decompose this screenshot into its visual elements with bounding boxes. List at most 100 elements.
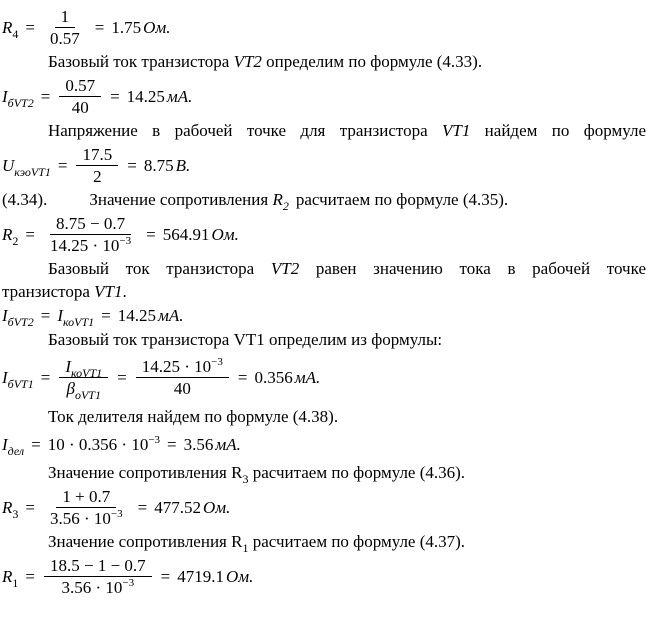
fraction-denominator: 40 bbox=[173, 379, 191, 398]
fraction-denominator: 3.56 · 10−3 bbox=[44, 508, 129, 529]
paragraph-text: Значение сопротивления bbox=[89, 190, 273, 209]
equals-sign: = bbox=[101, 306, 111, 325]
paragraph-text: равен значению тока в рабочей точке bbox=[299, 259, 646, 278]
variable-letter: U bbox=[2, 155, 15, 175]
result-value: 3.56 bbox=[183, 435, 214, 454]
variable-ib-vt1: IбVT1 bbox=[2, 367, 34, 391]
equals-sign: = bbox=[40, 86, 51, 106]
paragraph-resistance-r2: (4.34). Значение сопротивления R2 расчитае… bbox=[2, 189, 654, 212]
formula-ukeo-vt1: UкэоVT1 = 17.5 2 = 8.75 В. bbox=[2, 144, 654, 187]
fraction-denominator: βоVT1 bbox=[60, 378, 106, 402]
exponent: −3 bbox=[122, 577, 135, 589]
paragraph-resistance-r3: Значение сопротивления R3 расчитаем по ф… bbox=[2, 462, 654, 486]
variable-letter: R bbox=[2, 497, 13, 517]
variable-letter: I bbox=[65, 357, 71, 376]
unit-label: мА. bbox=[166, 86, 193, 106]
unit-label: мА. bbox=[215, 435, 241, 454]
formula-r3: R3 = 1 + 0.7 3.56 · 10−3 = 477.52 Ом. bbox=[2, 486, 654, 529]
variable-letter: R bbox=[2, 17, 13, 37]
equals-sign: = bbox=[167, 435, 177, 454]
equals-sign: = bbox=[25, 224, 35, 244]
equals-sign: = bbox=[40, 306, 51, 325]
exponent: −3 bbox=[148, 434, 161, 446]
transistor-label: VT1 bbox=[441, 121, 471, 140]
fraction: 18.5 − 1 − 0.7 3.56 · 10−3 bbox=[43, 555, 152, 598]
transistor-label: VT2 bbox=[233, 52, 262, 71]
variable-letter: I bbox=[2, 306, 8, 325]
paragraph-resistance-r1: Значение сопротивления R1 расчитаем по ф… bbox=[2, 531, 654, 555]
variable-ib-vt2: IбVT2 bbox=[2, 306, 34, 329]
equals-sign: = bbox=[237, 367, 248, 387]
fraction-denominator: 40 bbox=[71, 98, 89, 117]
equals-sign: = bbox=[25, 566, 35, 586]
variable-subscript: дел bbox=[7, 444, 25, 458]
fraction: 1 + 0.7 3.56 · 10−3 bbox=[44, 486, 129, 529]
fraction-numeric: 14.25 · 10−3 40 bbox=[135, 356, 229, 399]
fraction: 17.5 2 bbox=[76, 144, 119, 187]
equals-sign: = bbox=[40, 367, 51, 387]
variable-subscript: бVT1 bbox=[7, 376, 34, 391]
resistor-label: R bbox=[272, 190, 283, 209]
variable-r3: R3 bbox=[2, 497, 19, 521]
unit-label: мА. bbox=[294, 367, 321, 387]
variable-r2: R2 bbox=[2, 225, 19, 248]
variable-subscript: 2 bbox=[12, 233, 19, 248]
variable-subscript: оVT1 bbox=[74, 388, 101, 402]
unit-label: Ом. bbox=[202, 497, 231, 517]
exponent: −3 bbox=[119, 235, 132, 247]
variable-subscript: 4 bbox=[12, 26, 19, 41]
equals-sign: = bbox=[31, 435, 41, 454]
variable-subscript: бVT2 bbox=[7, 315, 34, 329]
exponent: −3 bbox=[211, 356, 223, 368]
resistor-subscript: 1 bbox=[242, 541, 249, 555]
paragraph-text: найдем по формуле bbox=[470, 121, 646, 140]
result-value: 564.91 bbox=[162, 224, 210, 244]
denominator-base: 3.56 · 10 bbox=[49, 509, 111, 528]
formula-r1: R1 = 18.5 − 1 − 0.7 3.56 · 10−3 = 4719.1… bbox=[2, 555, 654, 598]
variable-subscript: коVT1 bbox=[70, 366, 103, 380]
exponent: −3 bbox=[110, 508, 123, 520]
paragraph-text: Напряжение в рабочей точке для транзисто… bbox=[48, 121, 442, 140]
equals-sign: = bbox=[160, 566, 171, 586]
equals-sign: = bbox=[127, 155, 137, 175]
document-page: R4 = 1 0.57 = 1.75 Ом. Базовый ток транзи… bbox=[2, 6, 654, 598]
variable-letter: I bbox=[2, 367, 8, 387]
formula-ib-vt2-equals-iko-vt1: IбVT2 = IкоVT1 = 14.25 мА. bbox=[2, 306, 654, 329]
equals-sign: = bbox=[94, 17, 105, 37]
fraction-numerator: 8.75 − 0.7 bbox=[50, 213, 132, 235]
variable-letter: I bbox=[2, 86, 8, 106]
equals-sign: = bbox=[25, 497, 35, 517]
variable-subscript: 1 bbox=[12, 575, 19, 590]
paragraph-base-current-vt1: Базовый ток транзистора VT1 определим из… bbox=[2, 329, 654, 351]
paragraph-text: Значение сопротивления R bbox=[48, 532, 243, 551]
unit-label: Ом. bbox=[226, 566, 254, 586]
variable-r4: R4 bbox=[2, 17, 19, 41]
expression: 10 · 0.356 · 10−3 bbox=[48, 435, 160, 455]
result-value: 14.25 bbox=[126, 86, 165, 106]
result-value: 1.75 bbox=[111, 17, 142, 37]
denominator-base: 3.56 · 10 bbox=[61, 578, 123, 597]
numerator-base: 14.25 · 10 bbox=[141, 357, 212, 376]
paragraph-text: расчитаем по формуле (4.35). bbox=[295, 190, 509, 209]
unit-label: Ом. bbox=[143, 17, 171, 37]
unit-label: В. bbox=[175, 155, 191, 175]
variable-iko-vt1: IкоVT1 bbox=[57, 306, 94, 328]
paragraph-text: Базовый ток транзистора bbox=[48, 259, 271, 278]
paragraph-text: Базовый ток транзистора VT1 определим из… bbox=[48, 330, 443, 349]
fraction-symbolic: IкоVT1 βоVT1 bbox=[59, 356, 109, 402]
unit-label: мА. bbox=[158, 306, 184, 325]
fraction-denominator: 14.25 · 10−3 bbox=[44, 235, 137, 256]
variable-subscript: 3 bbox=[12, 506, 19, 521]
paragraph-operating-point: Напряжение в рабочей точке для транзисто… bbox=[2, 120, 654, 142]
paragraph-base-current-vt2: Базовый ток транзистора VT2 определим по… bbox=[2, 51, 654, 73]
paragraph-text: Значение сопротивления R bbox=[48, 463, 243, 482]
variable-letter: R bbox=[2, 566, 13, 586]
result-value: 0.356 bbox=[254, 367, 293, 387]
equals-sign: = bbox=[25, 17, 35, 37]
fraction: 1 0.57 bbox=[44, 6, 86, 49]
resistor-subscript: 3 bbox=[242, 472, 249, 486]
fraction-numerator: 1 + 0.7 bbox=[56, 486, 117, 508]
equals-sign: = bbox=[117, 367, 127, 387]
paragraph-text: определим по формуле (4.33). bbox=[261, 52, 483, 71]
variable-subscript: кэоVT1 bbox=[14, 164, 51, 179]
